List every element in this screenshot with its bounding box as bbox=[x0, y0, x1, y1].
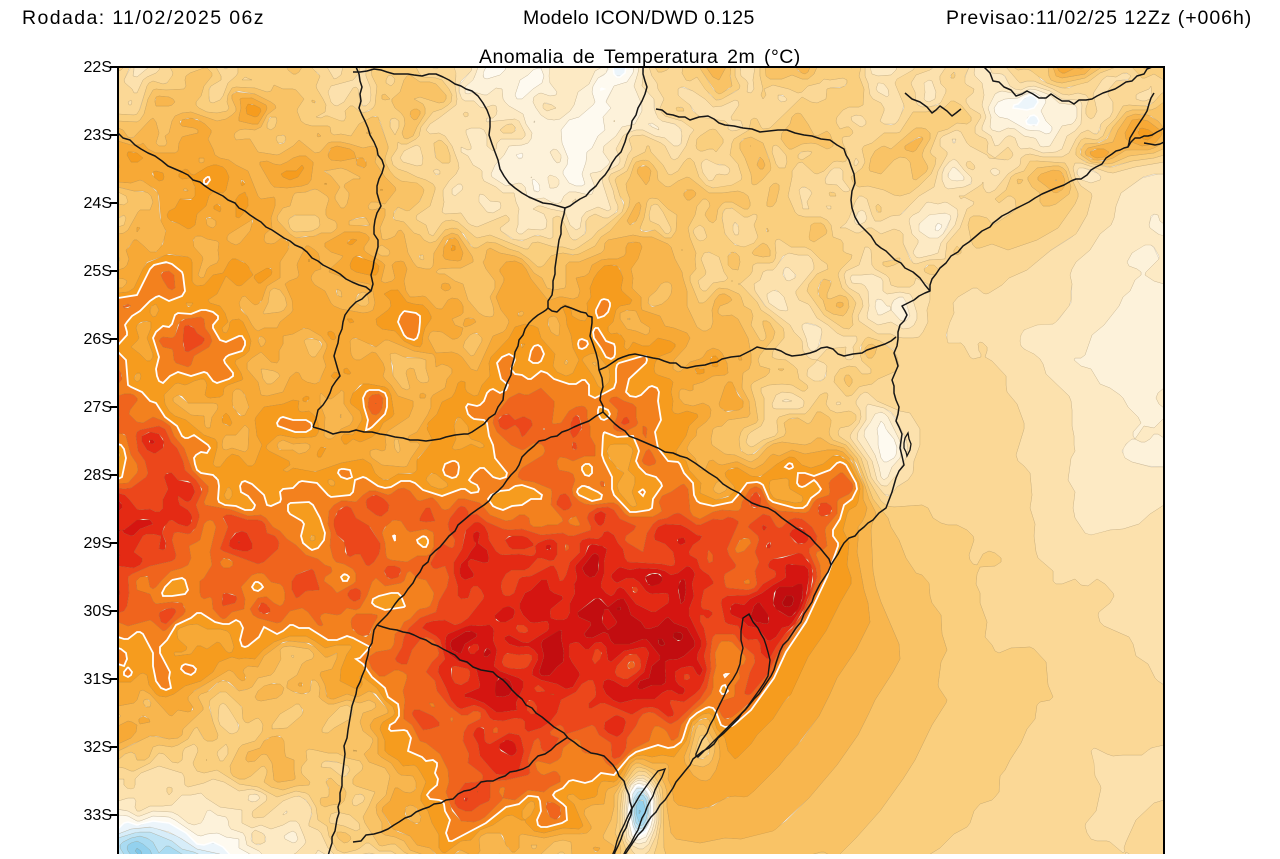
svg-text:30S: 30S bbox=[84, 603, 112, 620]
svg-text:27S: 27S bbox=[84, 399, 112, 416]
svg-text:32S: 32S bbox=[84, 739, 112, 756]
svg-text:23S: 23S bbox=[84, 127, 112, 144]
svg-text:28S: 28S bbox=[84, 467, 112, 484]
svg-text:24S: 24S bbox=[84, 195, 112, 212]
svg-text:26S: 26S bbox=[84, 331, 112, 348]
svg-text:31S: 31S bbox=[84, 671, 112, 688]
svg-text:29S: 29S bbox=[84, 535, 112, 552]
svg-text:22S: 22S bbox=[84, 59, 112, 76]
svg-text:33S: 33S bbox=[84, 807, 112, 824]
svg-text:25S: 25S bbox=[84, 263, 112, 280]
